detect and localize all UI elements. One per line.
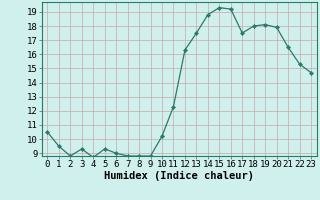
X-axis label: Humidex (Indice chaleur): Humidex (Indice chaleur) <box>104 171 254 181</box>
